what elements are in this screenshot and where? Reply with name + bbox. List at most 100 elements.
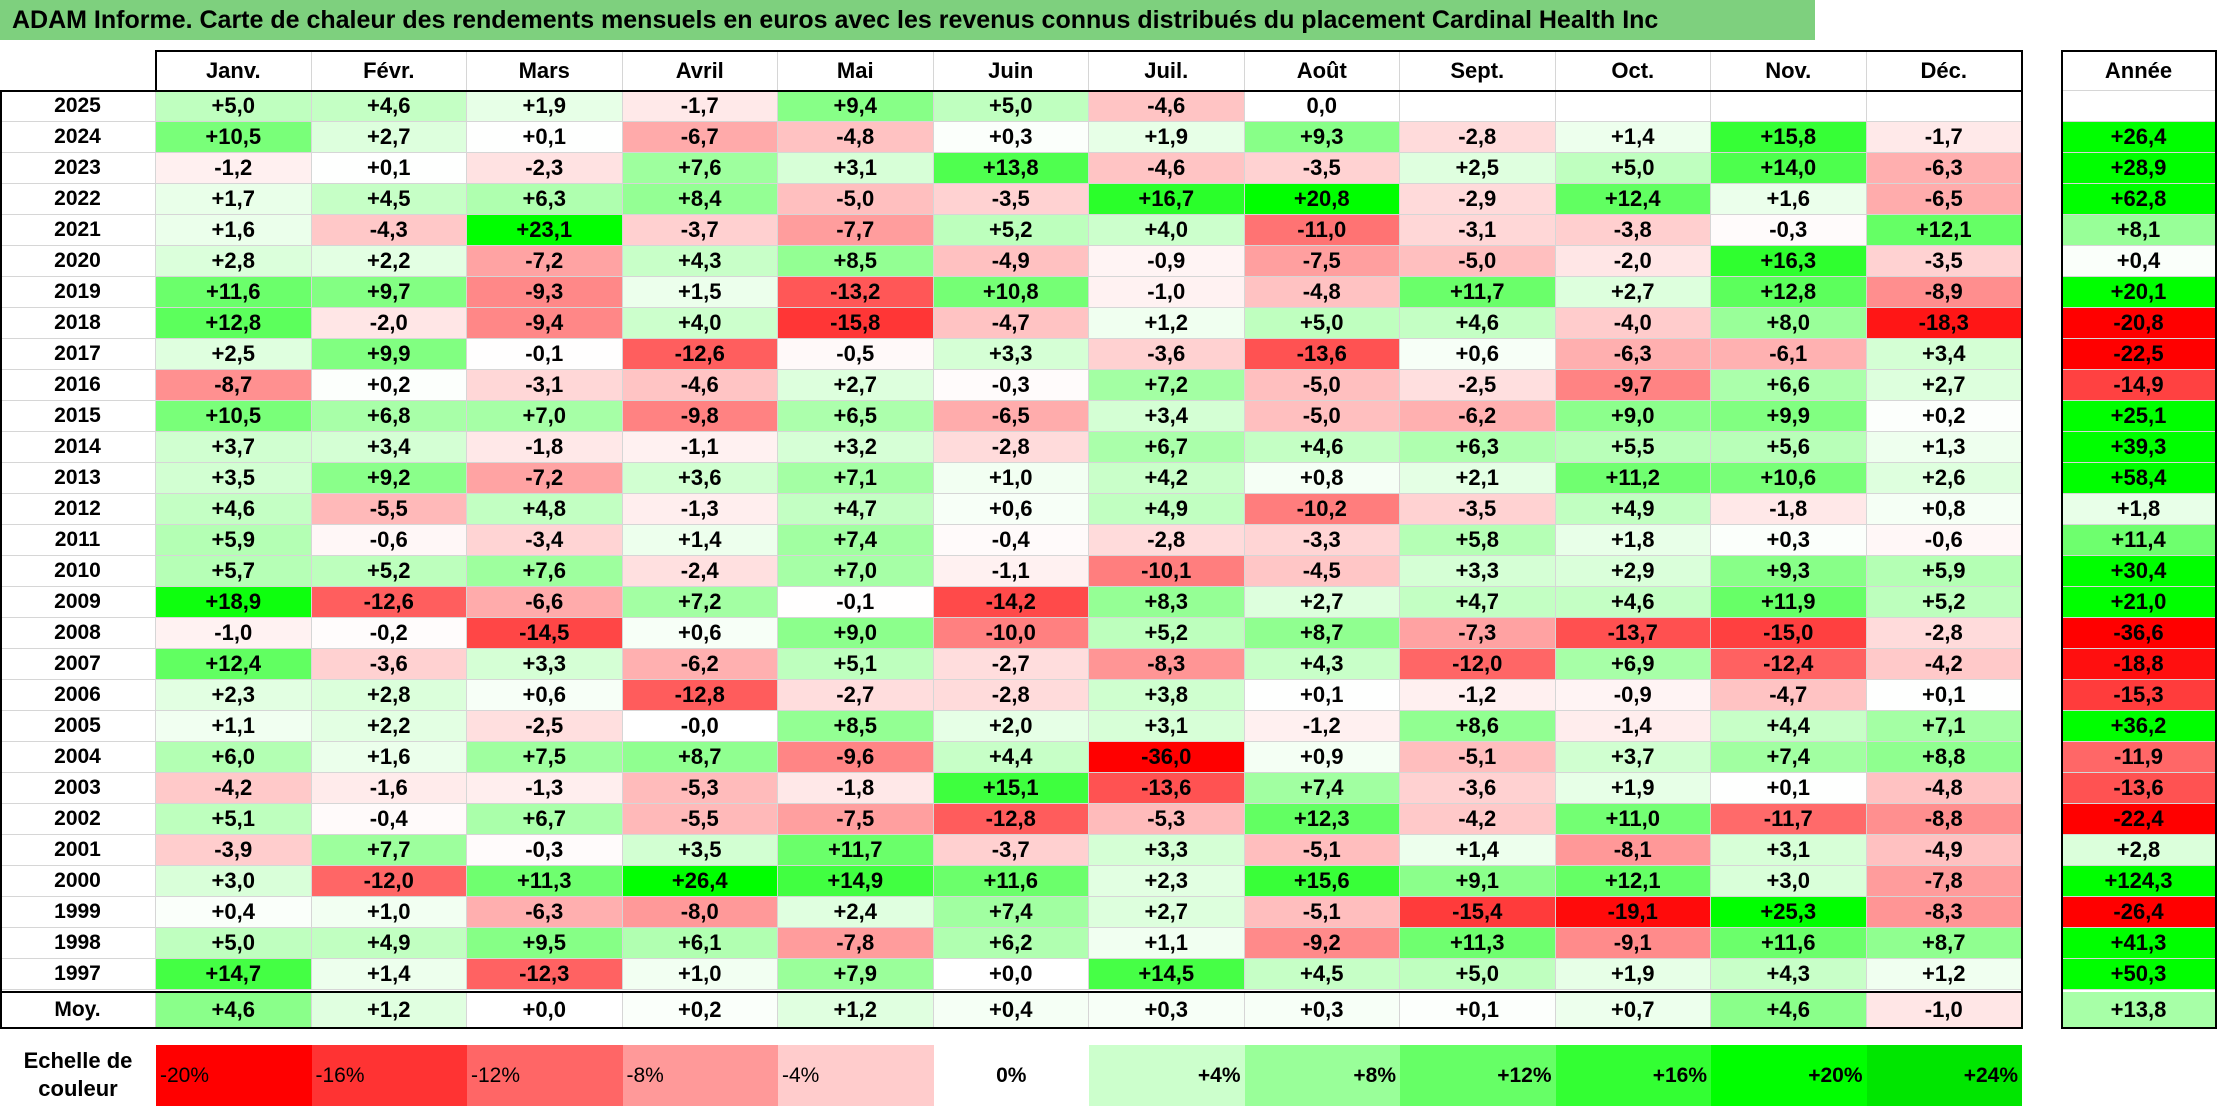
color-scale-swatch: +4% xyxy=(1089,1045,1245,1106)
heatmap-cell: +1,9 xyxy=(1555,773,1711,804)
heatmap-cell: -10,0 xyxy=(933,618,1089,649)
heatmap-cell: +0,2 xyxy=(311,370,467,401)
average-cell: +1,2 xyxy=(778,992,934,1028)
annual-cell: +50,3 xyxy=(2062,959,2216,990)
heatmap-cell: +1,6 xyxy=(156,215,312,246)
heatmap-cell: -5,1 xyxy=(1244,835,1400,866)
average-cell: +4,6 xyxy=(1711,992,1867,1028)
heatmap-cell: +4,4 xyxy=(1711,711,1867,742)
heatmap-cell: +7,6 xyxy=(467,556,623,587)
heatmap-cell xyxy=(1400,91,1556,122)
annual-cell: -18,8 xyxy=(2062,649,2216,680)
average-cell: +0,2 xyxy=(622,992,778,1028)
heatmap-cell: +3,5 xyxy=(156,463,312,494)
annual-cell: +62,8 xyxy=(2062,184,2216,215)
heatmap-cell: -15,8 xyxy=(778,308,934,339)
heatmap-cell: +10,6 xyxy=(1711,463,1867,494)
heatmap-cell: +12,1 xyxy=(1866,215,2022,246)
annual-cell: +2,8 xyxy=(2062,835,2216,866)
heatmap-cell: +2,4 xyxy=(778,897,934,928)
heatmap-cell: -4,7 xyxy=(1711,680,1867,711)
heatmap-cell: -8,0 xyxy=(622,897,778,928)
color-scale-swatch: -20% xyxy=(156,1045,312,1106)
heatmap-cell: -1,2 xyxy=(156,153,312,184)
heatmap-cell: -14,5 xyxy=(467,618,623,649)
heatmap-cell: +0,1 xyxy=(311,153,467,184)
heatmap-cell: +2,7 xyxy=(778,370,934,401)
month-header: Déc. xyxy=(1866,51,2022,91)
year-label: 2019 xyxy=(0,277,156,308)
heatmap-cell: +10,5 xyxy=(156,122,312,153)
heatmap-cell: -4,9 xyxy=(933,246,1089,277)
heatmap-cell: -1,4 xyxy=(1555,711,1711,742)
annual-cell: -13,6 xyxy=(2062,773,2216,804)
heatmap-cell: +9,9 xyxy=(311,339,467,370)
heatmap-cell: -4,3 xyxy=(311,215,467,246)
heatmap-cell: +11,0 xyxy=(1555,804,1711,835)
heatmap-cell: -3,1 xyxy=(1400,215,1556,246)
heatmap-cell: -1,8 xyxy=(1711,494,1867,525)
heatmap-cell: +2,5 xyxy=(1400,153,1556,184)
heatmap-cell: +1,9 xyxy=(1089,122,1245,153)
heatmap-cell: +5,0 xyxy=(156,91,312,122)
heatmap-cell: -4,8 xyxy=(778,122,934,153)
heatmap-cell: +2,7 xyxy=(1244,587,1400,618)
heatmap-cell: +1,1 xyxy=(156,711,312,742)
annual-cell: -36,6 xyxy=(2062,618,2216,649)
color-scale-swatch: -4% xyxy=(778,1045,934,1106)
heatmap-cell: +0,1 xyxy=(1244,680,1400,711)
year-label: 2008 xyxy=(0,618,156,649)
heatmap-cell: -2,0 xyxy=(311,308,467,339)
heatmap-cell: +4,3 xyxy=(622,246,778,277)
heatmap-cell: +20,8 xyxy=(1244,184,1400,215)
heatmap-cell: -3,6 xyxy=(311,649,467,680)
heatmap-cell: -0,2 xyxy=(311,618,467,649)
heatmap-cell: -3,7 xyxy=(622,215,778,246)
heatmap-cell: +0,0 xyxy=(933,959,1089,990)
heatmap-cell: +4,2 xyxy=(1089,463,1245,494)
heatmap-cell: -9,8 xyxy=(622,401,778,432)
heatmap-cell: +0,8 xyxy=(1244,463,1400,494)
year-label: 2020 xyxy=(0,246,156,277)
year-label: 2022 xyxy=(0,184,156,215)
heatmap-cell: +0,4 xyxy=(156,897,312,928)
heatmap-cell: -2,8 xyxy=(933,432,1089,463)
heatmap-cell: -15,4 xyxy=(1400,897,1556,928)
annual-cell: +11,4 xyxy=(2062,525,2216,556)
color-scale-swatch: -12% xyxy=(467,1045,623,1106)
heatmap-cell: +5,2 xyxy=(933,215,1089,246)
heatmap-cell: -5,0 xyxy=(1400,246,1556,277)
heatmap-cell: +11,6 xyxy=(933,866,1089,897)
year-label: 2007 xyxy=(0,649,156,680)
heatmap-cell: -12,0 xyxy=(1400,649,1556,680)
color-scale-swatch: -16% xyxy=(311,1045,467,1106)
heatmap-cell: -5,0 xyxy=(778,184,934,215)
heatmap-cell: +5,0 xyxy=(156,928,312,959)
heatmap-cell: +2,8 xyxy=(311,680,467,711)
month-header: Mars xyxy=(467,51,623,91)
heatmap-cell: +2,7 xyxy=(311,122,467,153)
heatmap-cell: +2,2 xyxy=(311,246,467,277)
heatmap-cell: +2,7 xyxy=(1866,370,2022,401)
heatmap-cell: +5,2 xyxy=(1866,587,2022,618)
heatmap-cell: +12,8 xyxy=(1711,277,1867,308)
heatmap-cell: -2,5 xyxy=(1400,370,1556,401)
heatmap-cell: -1,2 xyxy=(1244,711,1400,742)
heatmap-cell: -13,6 xyxy=(1089,773,1245,804)
heatmap-cell: +4,7 xyxy=(1400,587,1556,618)
month-header: Nov. xyxy=(1711,51,1867,91)
heatmap-cell: +2,9 xyxy=(1555,556,1711,587)
year-label: 2004 xyxy=(0,742,156,773)
color-scale-swatch: +16% xyxy=(1555,1045,1711,1106)
heatmap-cell: +4,8 xyxy=(467,494,623,525)
heatmap-cell: +1,1 xyxy=(1089,928,1245,959)
heatmap-cell: +9,9 xyxy=(1711,401,1867,432)
heatmap-cell: +9,1 xyxy=(1400,866,1556,897)
heatmap-cell: -4,8 xyxy=(1244,277,1400,308)
heatmap-cell: -9,2 xyxy=(1244,928,1400,959)
annual-cell: +41,3 xyxy=(2062,928,2216,959)
year-label: 2005 xyxy=(0,711,156,742)
average-cell: +0,7 xyxy=(1555,992,1711,1028)
heatmap-cell: +15,8 xyxy=(1711,122,1867,153)
